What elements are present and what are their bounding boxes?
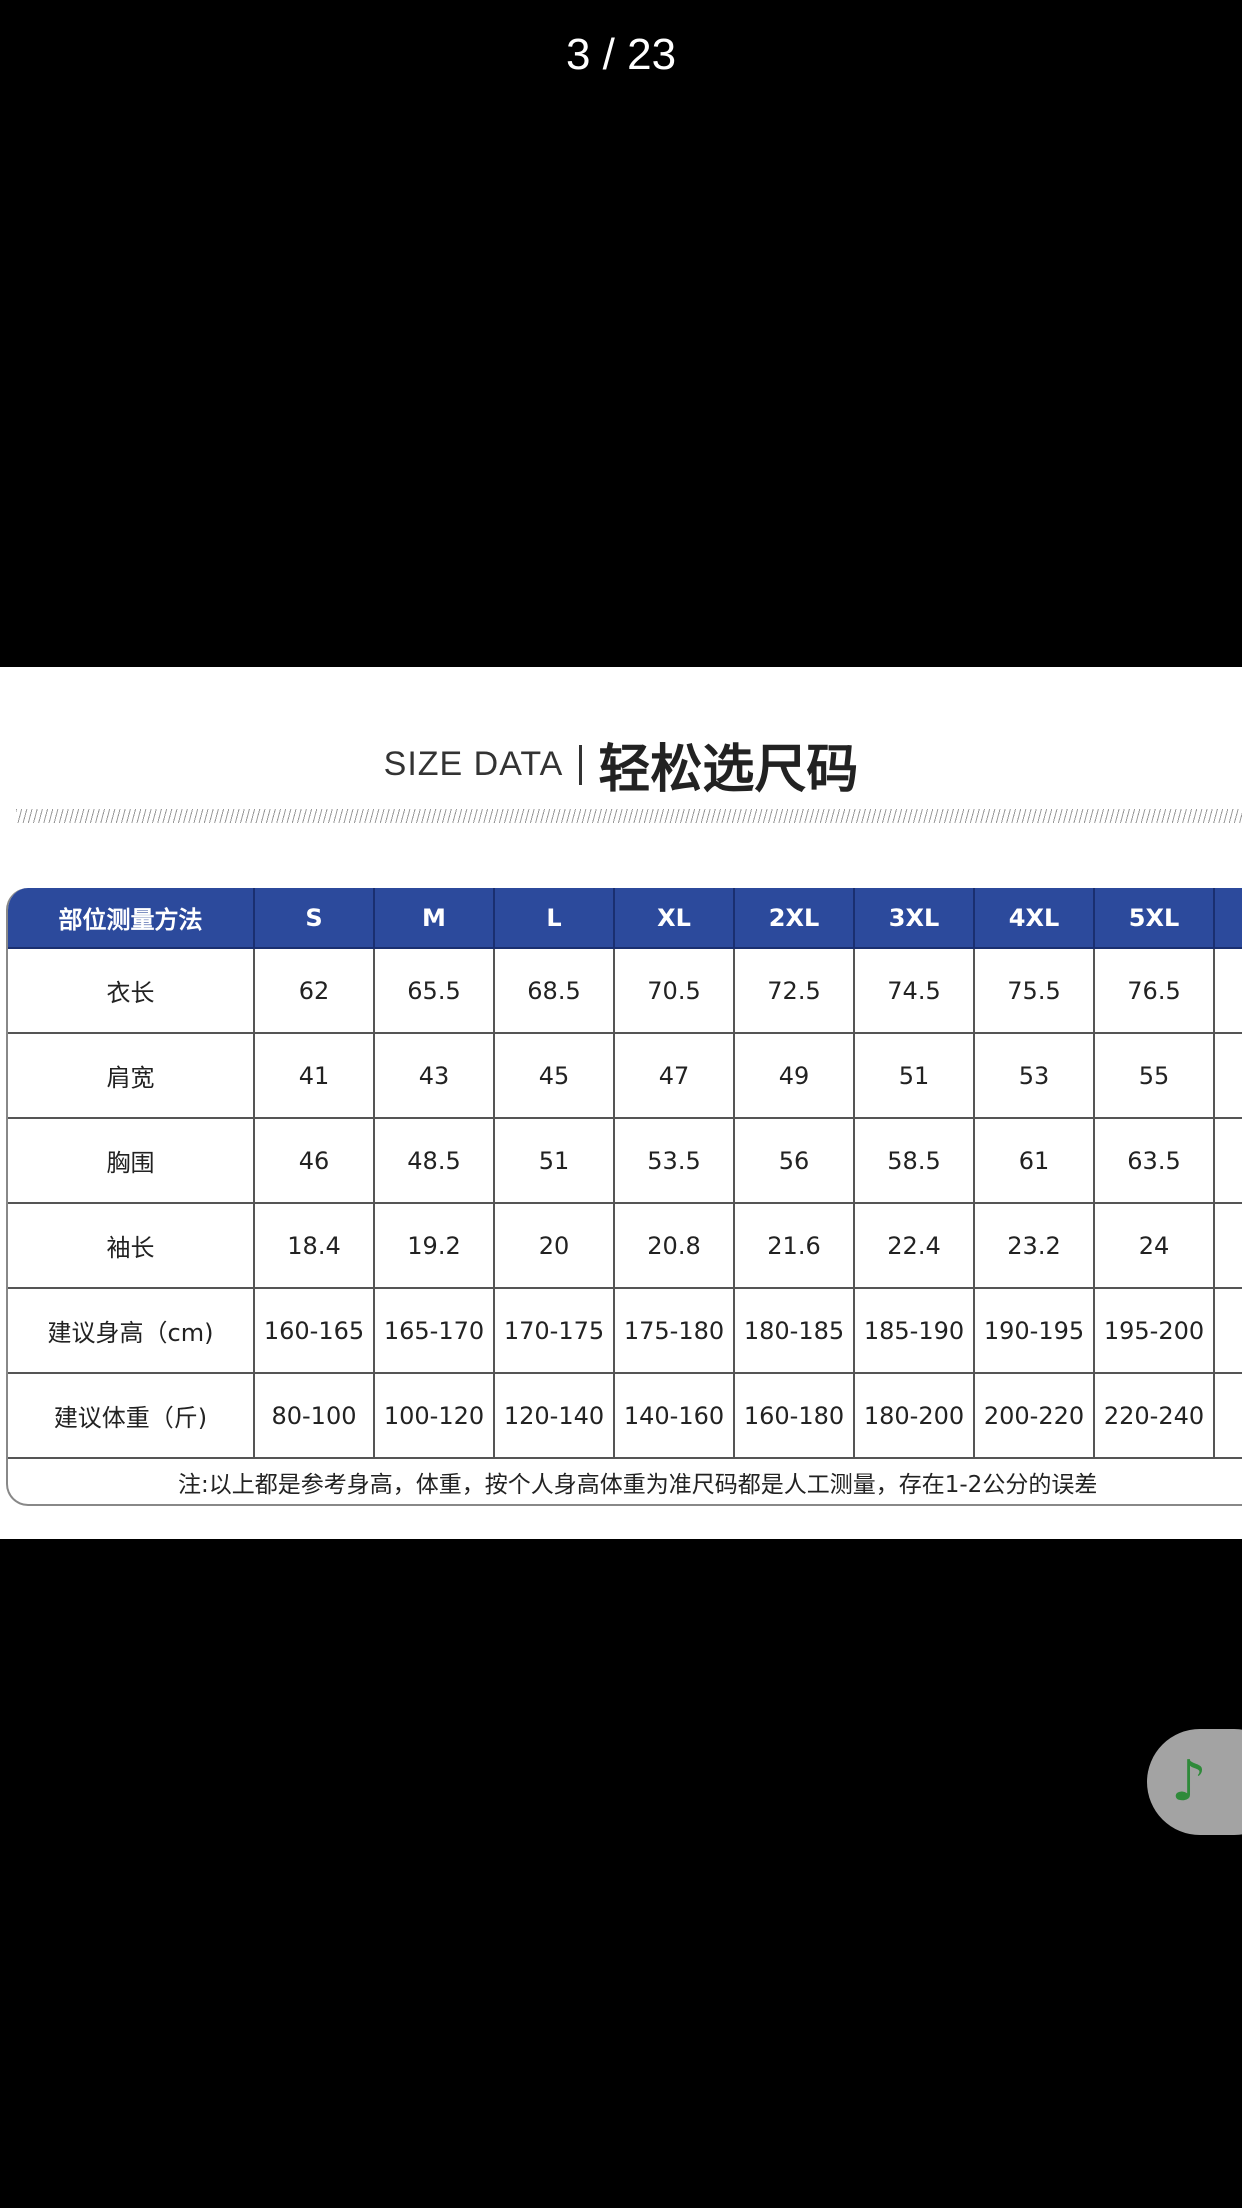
title-divider <box>579 744 583 785</box>
table-cell <box>1215 1204 1242 1287</box>
table-cell: 76.5 <box>1095 949 1215 1032</box>
header-cell <box>1215 888 1242 947</box>
table-note: 注:以上都是参考身高，体重，按个人身高体重为准尺码都是人工测量，存在1-2公分的… <box>178 1471 1098 1498</box>
table-cell: 220-240 <box>1095 1374 1215 1457</box>
table-cell: 170-175 <box>495 1289 615 1372</box>
table-row: 肩宽 41 43 45 47 49 51 53 55 <box>8 1034 1242 1119</box>
table-cell: 肩宽 <box>8 1034 255 1117</box>
table-cell: 53 <box>975 1034 1095 1117</box>
header-cell: 5XL <box>1095 888 1215 947</box>
table-cell: 180-185 <box>735 1289 855 1372</box>
music-note-icon: ♪ <box>1171 1749 1207 1814</box>
table-cell: 140-160 <box>615 1374 735 1457</box>
table-cell: 120-140 <box>495 1374 615 1457</box>
hatch-divider <box>16 809 1242 823</box>
table-row: 建议体重（斤) 80-100 100-120 120-140 140-160 160-18… <box>8 1374 1242 1459</box>
table-cell: 18.4 <box>255 1204 375 1287</box>
table-cell: 200-220 <box>975 1374 1095 1457</box>
header-cell: 3XL <box>855 888 975 947</box>
table-cell: 49 <box>735 1034 855 1117</box>
table-cell: 21.6 <box>735 1204 855 1287</box>
table-cell: 195-200 <box>1095 1289 1215 1372</box>
table-cell: 160-165 <box>255 1289 375 1372</box>
table-row: 袖长 18.4 19.2 20 20.8 21.6 22.4 23.2 24 <box>8 1204 1242 1289</box>
table-cell: 衣长 <box>8 949 255 1032</box>
header-cell: L <box>495 888 615 947</box>
header-cell: 部位测量方法 <box>8 888 255 947</box>
title-en: SIZE DATA <box>383 745 564 783</box>
table-cell: 45 <box>495 1034 615 1117</box>
table-cell: 53.5 <box>615 1119 735 1202</box>
table-cell: 175-180 <box>615 1289 735 1372</box>
table-header-row: 部位测量方法 S M L XL 2XL 3XL 4XL 5XL <box>8 888 1242 949</box>
table-cell: 41 <box>255 1034 375 1117</box>
header-cell: XL <box>615 888 735 947</box>
table-cell: 48.5 <box>375 1119 495 1202</box>
table-cell: 75.5 <box>975 949 1095 1032</box>
table-cell: 46 <box>255 1119 375 1202</box>
table-cell <box>1215 1034 1242 1117</box>
table-cell: 58.5 <box>855 1119 975 1202</box>
title-zh: 轻松选尺码 <box>598 740 859 800</box>
table-row: 建议身高（cm) 160-165 165-170 170-175 175-180 180-… <box>8 1289 1242 1374</box>
table-cell: 80-100 <box>255 1374 375 1457</box>
table-cell: 51 <box>495 1119 615 1202</box>
table-cell: 43 <box>375 1034 495 1117</box>
table-cell: 20 <box>1215 1289 1242 1372</box>
table-cell: 24 <box>1095 1204 1215 1287</box>
table-cell: 65.5 <box>375 949 495 1032</box>
size-chart-image: SIZE DATA 轻松选尺码 部位测量方法 S M L XL 2XL 3XL 4XL 5XL 衣长… <box>0 667 1242 1539</box>
music-button[interactable]: ♪ <box>1147 1729 1242 1835</box>
table-cell: 160-180 <box>735 1374 855 1457</box>
table-cell: 51 <box>855 1034 975 1117</box>
chart-title: SIZE DATA 轻松选尺码 <box>0 727 1242 802</box>
table-cell: 建议体重（斤) <box>8 1374 255 1457</box>
table-cell: 68.5 <box>495 949 615 1032</box>
table-cell: 100-120 <box>375 1374 495 1457</box>
table-cell: 185-190 <box>855 1289 975 1372</box>
table-cell: 袖长 <box>8 1204 255 1287</box>
table-row: 胸围 46 48.5 51 53.5 56 58.5 61 63.5 <box>8 1119 1242 1204</box>
header-cell: 2XL <box>735 888 855 947</box>
header-cell: 4XL <box>975 888 1095 947</box>
table-cell: 胸围 <box>8 1119 255 1202</box>
table-cell: 70.5 <box>615 949 735 1032</box>
table-cell: 20 <box>495 1204 615 1287</box>
table-cell: 61 <box>975 1119 1095 1202</box>
table-cell: 22.4 <box>855 1204 975 1287</box>
table-cell: 74.5 <box>855 949 975 1032</box>
table-cell <box>1215 1119 1242 1202</box>
table-cell: 24 <box>1215 1374 1242 1457</box>
header-cell: S <box>255 888 375 947</box>
table-cell: 165-170 <box>375 1289 495 1372</box>
table-cell: 23.2 <box>975 1204 1095 1287</box>
table-cell: 56 <box>735 1119 855 1202</box>
table-cell: 19.2 <box>375 1204 495 1287</box>
table-cell: 180-200 <box>855 1374 975 1457</box>
table-cell: 72.5 <box>735 949 855 1032</box>
table-cell: 63.5 <box>1095 1119 1215 1202</box>
table-cell: 62 <box>255 949 375 1032</box>
table-row: 衣长 62 65.5 68.5 70.5 72.5 74.5 75.5 76.5 <box>8 949 1242 1034</box>
table-cell: 20.8 <box>615 1204 735 1287</box>
header-cell: M <box>375 888 495 947</box>
size-table: 部位测量方法 S M L XL 2XL 3XL 4XL 5XL 衣长 62 65.5 68.5 70.5 7… <box>6 888 1242 1506</box>
image-counter: 3 / 23 <box>565 30 677 79</box>
table-cell: 55 <box>1095 1034 1215 1117</box>
table-cell: 47 <box>615 1034 735 1117</box>
table-cell: 建议身高（cm) <box>8 1289 255 1372</box>
table-cell: 190-195 <box>975 1289 1095 1372</box>
table-cell <box>1215 949 1242 1032</box>
